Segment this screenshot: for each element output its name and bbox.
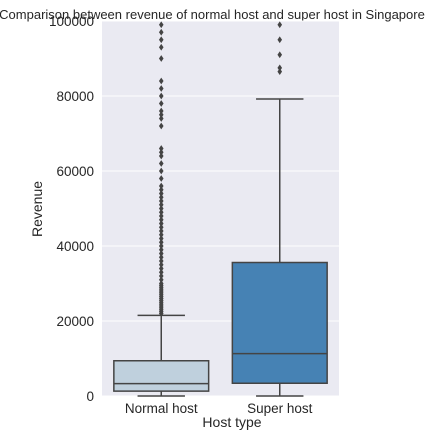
outlier-point — [158, 100, 164, 107]
outlier-point — [158, 160, 164, 167]
outlier-point — [158, 21, 164, 29]
outlier-point — [158, 253, 164, 261]
outlier-point — [158, 107, 164, 115]
outlier-point — [158, 201, 164, 209]
y-tick-label: 60000 — [56, 164, 94, 179]
outlier-point — [158, 111, 164, 119]
outlier-point — [158, 152, 164, 160]
outlier-point — [158, 182, 164, 190]
outlier-point — [158, 77, 164, 85]
outlier-point — [158, 227, 164, 235]
outlier-point — [158, 167, 164, 175]
x-tick-labels: Normal host Super host — [125, 401, 313, 416]
outlier-point — [158, 246, 164, 254]
y-tick-label: 100000 — [49, 14, 94, 29]
outlier-point — [158, 43, 164, 51]
outlier-point — [158, 235, 164, 242]
outlier-point — [158, 250, 164, 257]
outlier-point — [158, 148, 164, 156]
outlier-point — [158, 186, 164, 194]
outlier-point — [277, 51, 283, 59]
outlier-point — [158, 92, 164, 100]
y-tick-label: 40000 — [56, 239, 94, 254]
outlier-point — [158, 28, 164, 36]
outlier-point — [158, 220, 164, 227]
outlier-point — [158, 272, 164, 280]
y-tick-label: 0 — [86, 389, 94, 404]
outlier-point — [158, 122, 164, 130]
outlier-point — [158, 261, 164, 269]
outlier-point — [158, 212, 164, 220]
outlier-point — [158, 216, 164, 224]
outlier-point — [277, 64, 283, 72]
outlier-point — [158, 115, 164, 122]
outlier-point — [158, 190, 164, 197]
outlier-point — [277, 36, 283, 44]
x-tick-label: Super host — [247, 401, 313, 416]
outlier-point — [277, 68, 283, 76]
outlier-point — [158, 36, 164, 44]
outlier-point — [158, 231, 164, 239]
box-super-host — [231, 21, 328, 397]
plot-area: 0 20000 40000 60000 80000 100000 Normal host S… — [49, 14, 339, 416]
outlier-point — [158, 268, 164, 276]
box-normal-host — [113, 21, 210, 397]
outlier-point — [158, 197, 164, 205]
outlier-point — [158, 85, 164, 92]
box-series — [113, 21, 328, 397]
outlier-point — [158, 257, 164, 265]
y-tick-label: 80000 — [56, 89, 94, 104]
y-axis-label: Revenue — [29, 181, 45, 237]
y-tick-label: 20000 — [56, 314, 94, 329]
outlier-point — [158, 55, 164, 62]
outlier-point — [158, 208, 164, 216]
outlier-point — [277, 21, 283, 29]
outlier-point — [158, 223, 164, 231]
outlier-point — [158, 205, 164, 212]
outlier-point — [158, 265, 164, 272]
outlier-point — [158, 238, 164, 246]
y-tick-labels: 0 20000 40000 60000 80000 100000 — [49, 14, 94, 404]
outlier-point — [158, 193, 164, 201]
x-axis-label: Host type — [202, 414, 261, 430]
chart-title: Comparison between revenue of normal hos… — [0, 7, 425, 22]
iqr-box — [231, 261, 328, 384]
x-tick-label: Normal host — [125, 401, 198, 416]
iqr-box — [113, 360, 210, 392]
outlier-point — [158, 145, 164, 152]
outlier-point — [158, 242, 164, 250]
outlier-point — [158, 276, 164, 284]
outlier-point — [158, 175, 164, 182]
outlier-point — [158, 280, 164, 287]
